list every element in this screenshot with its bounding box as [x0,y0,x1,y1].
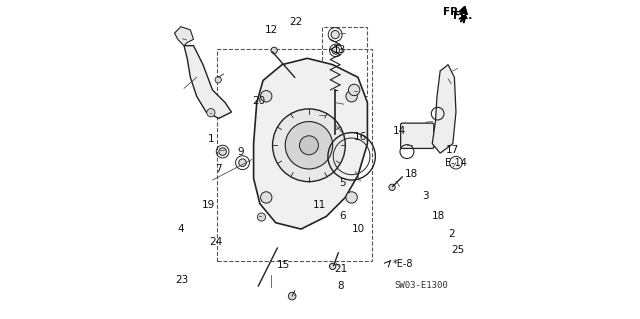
Text: E-14: E-14 [445,158,467,168]
Circle shape [260,91,272,102]
Text: 18: 18 [432,211,445,221]
Circle shape [215,77,221,83]
Text: 20: 20 [252,96,265,106]
Circle shape [330,263,336,270]
Text: 22: 22 [290,17,303,27]
Polygon shape [184,46,232,118]
Text: 11: 11 [312,200,326,210]
Circle shape [257,213,266,221]
Circle shape [346,91,357,102]
Text: 15: 15 [277,260,291,271]
Text: 18: 18 [405,169,419,179]
Circle shape [260,192,272,203]
Circle shape [219,148,227,155]
Text: FR.: FR. [453,11,472,21]
Polygon shape [253,58,367,229]
Text: 21: 21 [334,263,347,274]
Circle shape [271,47,277,54]
Text: 12: 12 [264,25,278,35]
Text: 7: 7 [215,164,221,174]
Polygon shape [432,65,456,153]
Text: 14: 14 [392,126,406,136]
Text: 24: 24 [209,237,222,247]
Text: 3: 3 [422,191,429,201]
Text: 9: 9 [237,147,244,157]
Text: 1: 1 [207,134,214,144]
Circle shape [300,136,319,155]
Text: *E-8: *E-8 [393,259,413,269]
Circle shape [289,292,296,300]
Circle shape [332,47,340,54]
Circle shape [348,84,360,96]
Circle shape [239,159,246,167]
Text: 25: 25 [451,245,464,255]
Text: 10: 10 [352,224,365,234]
Circle shape [273,109,346,182]
Text: 5: 5 [339,178,346,188]
Circle shape [346,192,357,203]
FancyBboxPatch shape [401,123,434,148]
Text: 13: 13 [332,45,346,56]
Text: FR.: FR. [443,7,462,18]
Text: 4: 4 [177,224,184,234]
Text: 2: 2 [448,229,454,239]
Text: 17: 17 [446,145,460,155]
Text: SW03-E1300: SW03-E1300 [394,281,448,291]
Text: 23: 23 [175,275,188,285]
Polygon shape [175,27,193,46]
Circle shape [389,184,396,190]
Text: 16: 16 [354,132,367,142]
Circle shape [207,108,215,117]
Text: 8: 8 [337,281,344,291]
Text: 6: 6 [339,211,346,221]
Text: 19: 19 [202,200,215,210]
Circle shape [331,31,339,39]
Circle shape [285,122,333,169]
